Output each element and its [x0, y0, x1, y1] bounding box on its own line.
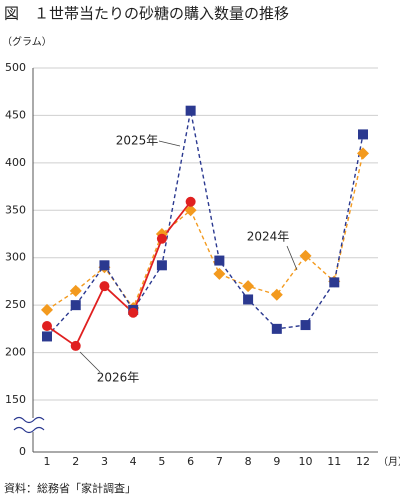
- marker: [185, 196, 196, 207]
- marker: [42, 331, 52, 342]
- marker: [299, 249, 312, 262]
- marker: [242, 280, 255, 293]
- marker: [128, 307, 139, 318]
- x-tick-label: 2: [72, 455, 79, 468]
- label-leader: [79, 351, 101, 373]
- y-tick-label: 350: [5, 203, 26, 216]
- axis-break: [13, 426, 45, 434]
- marker: [213, 267, 226, 280]
- marker: [99, 281, 110, 292]
- marker: [329, 277, 340, 288]
- marker: [156, 260, 167, 271]
- y-tick-label: 450: [5, 108, 26, 121]
- label-leader: [286, 245, 298, 271]
- x-tick-label: 1: [44, 455, 51, 468]
- marker: [41, 303, 53, 316]
- marker: [358, 129, 368, 140]
- marker: [271, 323, 282, 334]
- x-tick-label: 6: [187, 455, 194, 468]
- x-axis-label: （月）: [378, 456, 400, 468]
- marker: [70, 300, 81, 311]
- x-tick-label: 4: [130, 455, 137, 468]
- y-tick-label: 400: [5, 156, 26, 169]
- series-label: 2024年: [247, 230, 290, 244]
- x-tick-label: 9: [273, 455, 280, 468]
- marker: [42, 321, 52, 332]
- y-tick-label: 250: [5, 298, 26, 311]
- y-tick-label: 0: [19, 445, 26, 458]
- y-tick-label: 150: [5, 393, 26, 406]
- chart-title: 図 １世帯当たりの砂糖の購入数量の推移: [4, 5, 289, 23]
- marker: [70, 340, 81, 351]
- axis-break-gap: [27, 418, 39, 432]
- series-line: [46, 110, 364, 337]
- marker: [243, 294, 254, 305]
- y-tick-label: 300: [5, 251, 26, 264]
- x-tick-label: 3: [101, 455, 108, 468]
- marker: [214, 255, 225, 266]
- y-tick-label: 200: [5, 346, 26, 359]
- x-tick-label: 10: [299, 455, 313, 468]
- marker: [69, 284, 82, 297]
- marker: [99, 260, 110, 271]
- source: 資料：総務省「家計調査」: [4, 481, 136, 495]
- series-label: 2026年: [97, 371, 140, 385]
- x-tick-label: 5: [158, 455, 165, 468]
- x-tick-label: 8: [245, 455, 252, 468]
- x-tick-label: 12: [356, 455, 370, 468]
- series-line: [46, 153, 364, 311]
- series-line: [46, 201, 192, 348]
- label-leader: [158, 140, 181, 147]
- marker: [184, 204, 197, 217]
- x-tick-label: 7: [216, 455, 223, 468]
- y-axis-label: （グラム）: [2, 35, 52, 48]
- axis-break: [13, 416, 45, 424]
- marker: [300, 320, 311, 331]
- y-tick-label: 500: [5, 61, 26, 74]
- series-label: 2025年: [116, 134, 159, 148]
- marker: [156, 233, 167, 244]
- x-tick-label: 11: [327, 455, 341, 468]
- marker: [270, 288, 283, 301]
- marker: [357, 147, 369, 160]
- marker: [185, 105, 196, 116]
